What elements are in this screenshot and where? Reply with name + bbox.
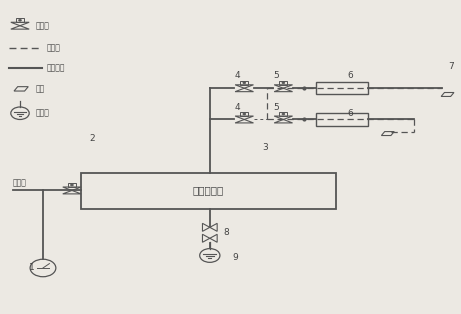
Text: 5: 5	[273, 71, 279, 80]
Text: 减温水联箱: 减温水联箱	[193, 186, 224, 195]
Circle shape	[243, 113, 246, 115]
Text: 给水来: 给水来	[13, 178, 27, 187]
Text: 6: 6	[347, 109, 353, 118]
Bar	[240, 81, 248, 85]
Bar	[81, 173, 336, 208]
Bar	[240, 112, 248, 116]
Bar	[279, 81, 288, 85]
Text: 4: 4	[235, 71, 240, 80]
Bar	[279, 112, 288, 116]
Text: 8: 8	[223, 228, 229, 237]
Text: 7: 7	[448, 62, 454, 72]
Bar	[315, 82, 368, 95]
Bar	[16, 18, 24, 22]
Text: 临时管: 临时管	[47, 43, 60, 52]
Circle shape	[282, 82, 285, 84]
Text: 电动门: 电动门	[35, 21, 49, 30]
Text: 2: 2	[90, 134, 95, 143]
Text: 5: 5	[273, 103, 279, 112]
Text: 1: 1	[29, 263, 35, 273]
Text: 排地沟: 排地沟	[35, 109, 49, 118]
Text: 4: 4	[235, 103, 240, 112]
Text: 正式管道: 正式管道	[47, 63, 65, 73]
Text: 6: 6	[347, 71, 353, 80]
Circle shape	[243, 82, 246, 84]
Text: 排空: 排空	[35, 84, 44, 93]
Circle shape	[282, 113, 285, 115]
Text: 9: 9	[232, 253, 238, 262]
Bar	[68, 183, 76, 187]
Circle shape	[18, 19, 21, 21]
Circle shape	[71, 184, 73, 186]
Bar	[315, 113, 368, 126]
Text: 3: 3	[262, 143, 268, 152]
